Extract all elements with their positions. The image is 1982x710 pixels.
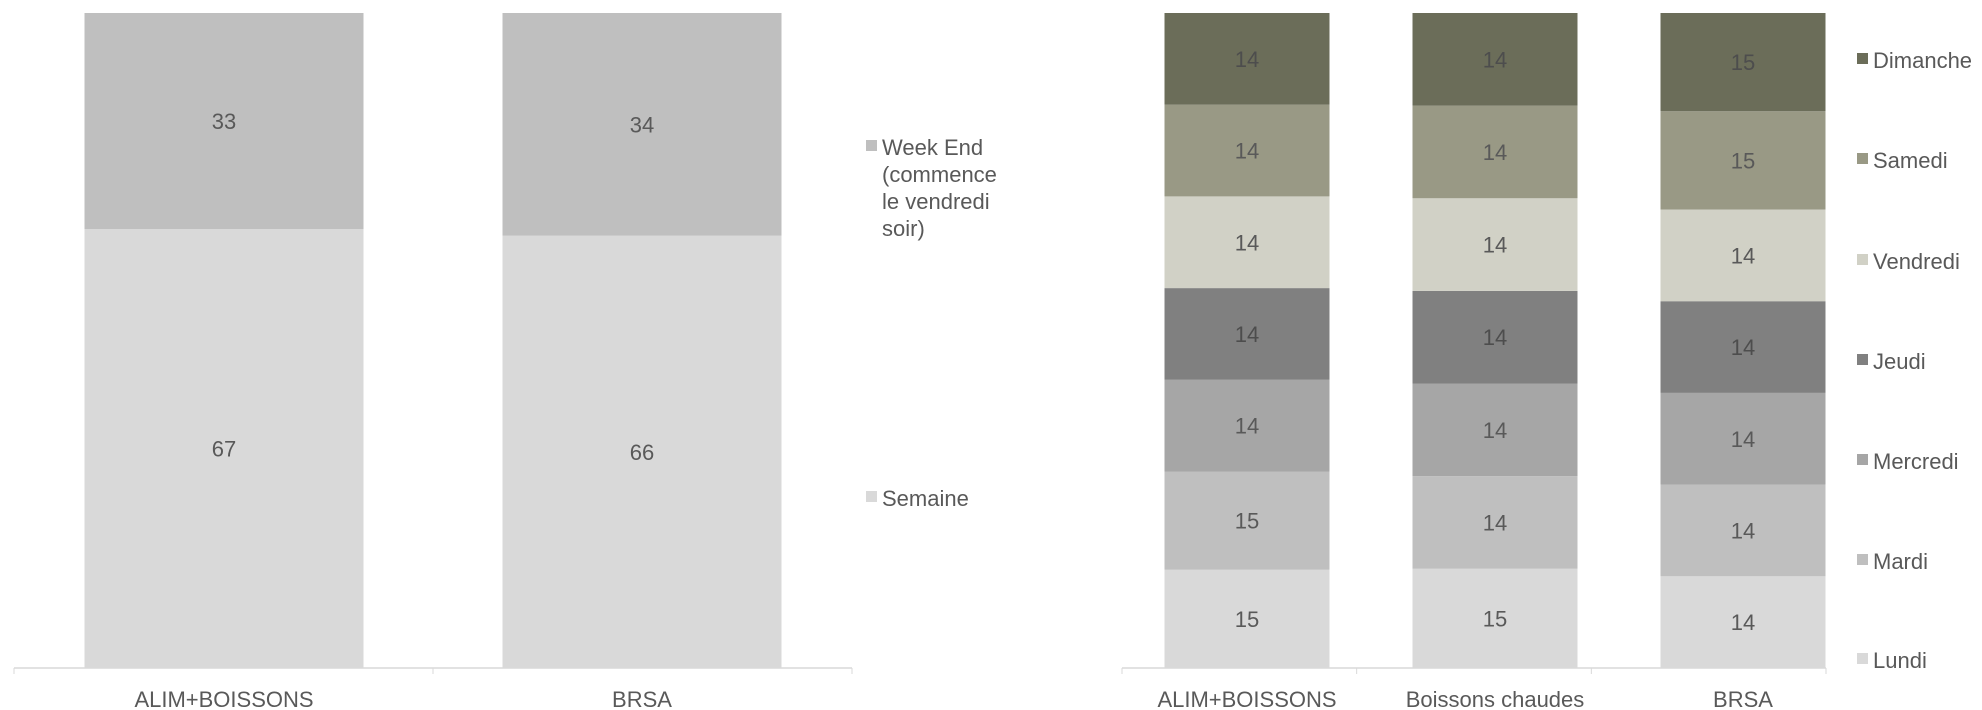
chart-2: 15 15 14 14 14 14 14 ALIM+BOISSONS 15 14 14 14 14 14 1… bbox=[1121, 13, 1972, 710]
legend-swatch bbox=[1857, 354, 1868, 365]
legend-label: Mercredi bbox=[1873, 449, 1959, 474]
data-label: 15 bbox=[1731, 148, 1755, 173]
legend-swatch bbox=[1857, 454, 1868, 465]
legend-item: Dimanche bbox=[1857, 48, 1972, 73]
data-label: 14 bbox=[1235, 414, 1259, 439]
bar-segment-jeudi bbox=[1412, 290, 1578, 384]
bar-segment-vendredi bbox=[1660, 209, 1826, 302]
legend-item: Samedi bbox=[1857, 148, 1948, 173]
legend-swatch bbox=[1857, 254, 1868, 265]
bar-segment-samedi bbox=[1164, 104, 1330, 197]
bar-segment-samedi bbox=[1660, 111, 1826, 210]
bar-segment-dimanche bbox=[1164, 13, 1330, 105]
category-label: BRSA bbox=[612, 687, 672, 710]
category-label: ALIM+BOISSONS bbox=[1157, 687, 1336, 710]
legend-item: Vendredi bbox=[1857, 249, 1960, 274]
bar-segment-mercredi bbox=[1660, 392, 1826, 485]
bar-segment-mercredi bbox=[1412, 383, 1578, 477]
category-label: Boissons chaudes bbox=[1406, 687, 1585, 710]
legend-label: Semaine bbox=[882, 486, 969, 511]
data-label: 14 bbox=[1483, 140, 1507, 165]
data-label: 15 bbox=[1235, 607, 1259, 632]
legend-item: Lundi bbox=[1857, 648, 1927, 673]
bar-segment-mardi bbox=[1660, 484, 1826, 577]
bar-segment-mercredi bbox=[1164, 379, 1330, 472]
data-label: 14 bbox=[1731, 610, 1755, 635]
legend-label: Lundi bbox=[1873, 648, 1927, 673]
bar-segment-mardi bbox=[1164, 471, 1330, 570]
bar-segment-lundi bbox=[1164, 569, 1330, 668]
data-label: 14 bbox=[1731, 243, 1755, 268]
data-label: 14 bbox=[1235, 139, 1259, 164]
data-label: 15 bbox=[1731, 50, 1755, 75]
bar-segment-mardi bbox=[1412, 476, 1578, 569]
legend-label: Mardi bbox=[1873, 549, 1928, 574]
legend-swatch bbox=[1857, 554, 1868, 565]
data-label: 67 bbox=[212, 437, 236, 462]
bar-segment-week bbox=[84, 13, 364, 230]
legend-swatch bbox=[866, 491, 877, 502]
legend-item: Mercredi bbox=[1857, 449, 1959, 474]
legend-swatch bbox=[1857, 153, 1868, 164]
bar-segment-lundi bbox=[1412, 568, 1578, 668]
data-label: 15 bbox=[1235, 509, 1259, 534]
data-label: 14 bbox=[1731, 518, 1755, 543]
data-label: 14 bbox=[1483, 510, 1507, 535]
data-label: 14 bbox=[1235, 47, 1259, 72]
legend-swatch bbox=[1857, 653, 1868, 664]
data-label: 14 bbox=[1731, 335, 1755, 360]
data-label: 14 bbox=[1731, 427, 1755, 452]
data-label: 14 bbox=[1483, 418, 1507, 443]
legend-label: soir) bbox=[882, 216, 925, 241]
data-label: 14 bbox=[1483, 233, 1507, 258]
bar-segment-semaine bbox=[84, 229, 364, 668]
bar-segment-dimanche bbox=[1412, 13, 1578, 106]
bar-segment-week bbox=[502, 13, 782, 236]
bar-segment-lundi bbox=[1660, 576, 1826, 668]
bar-segment-dimanche bbox=[1660, 13, 1826, 112]
category-label: ALIM+BOISSONS bbox=[134, 687, 313, 710]
legend-label: Dimanche bbox=[1873, 48, 1972, 73]
data-label: 14 bbox=[1483, 47, 1507, 72]
legend-swatch bbox=[866, 140, 877, 151]
data-label: 14 bbox=[1235, 230, 1259, 255]
legend-label: Samedi bbox=[1873, 148, 1948, 173]
legend-label: le vendredi bbox=[882, 189, 990, 214]
data-label: 14 bbox=[1483, 325, 1507, 350]
data-label: 15 bbox=[1483, 606, 1507, 631]
legend-item: Mardi bbox=[1857, 549, 1928, 574]
legend-item: Jeudi bbox=[1857, 349, 1926, 374]
bar-segment-samedi bbox=[1412, 105, 1578, 199]
legend-item: Semaine bbox=[866, 486, 969, 511]
legend-label: Vendredi bbox=[1873, 249, 1960, 274]
bar-segment-jeudi bbox=[1164, 288, 1330, 380]
legend-label: (commence bbox=[882, 162, 997, 187]
bar-segment-vendredi bbox=[1164, 196, 1330, 289]
data-label: 66 bbox=[630, 440, 654, 465]
data-label: 14 bbox=[1235, 322, 1259, 347]
legend-swatch bbox=[1857, 53, 1868, 64]
legend-label: Jeudi bbox=[1873, 349, 1926, 374]
data-label: 33 bbox=[212, 109, 236, 134]
chart-1: 67 33 ALIM+BOISSONS 66 34 BRSA Week End(commen… bbox=[13, 13, 997, 710]
bar-segment-semaine bbox=[502, 235, 782, 668]
data-label: 34 bbox=[630, 112, 654, 137]
legend-label: Week End bbox=[882, 135, 983, 160]
bar-segment-vendredi bbox=[1412, 198, 1578, 291]
category-label: BRSA bbox=[1713, 687, 1773, 710]
bar-segment-jeudi bbox=[1660, 301, 1826, 393]
